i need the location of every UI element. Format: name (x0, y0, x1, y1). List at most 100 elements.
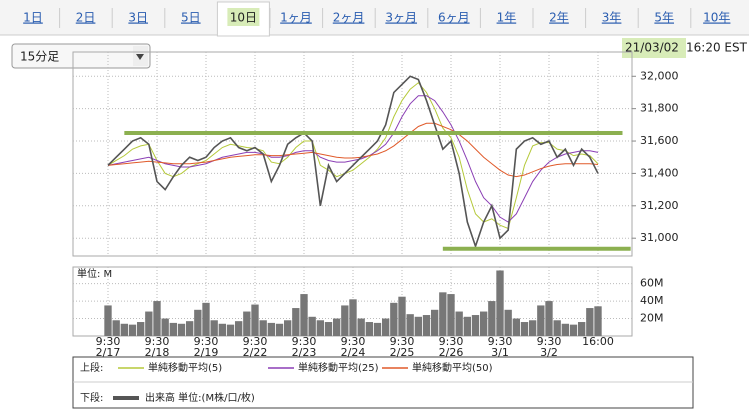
volume-bar (537, 305, 545, 336)
selected-tab-highlight (227, 8, 260, 26)
volume-bar (577, 322, 586, 336)
x-tick-label: 9:30 2/22 (243, 335, 268, 359)
volume-bar (390, 302, 398, 336)
x-tick-part: 9:30 (488, 335, 513, 348)
volume-bar (365, 322, 374, 336)
tab[interactable]: 2年 (549, 11, 569, 25)
tab[interactable]: 1年 (497, 11, 517, 25)
volume-bar (520, 322, 529, 336)
volume-bar (594, 306, 602, 336)
x-tick-label: 9:30 3/2 (537, 335, 562, 359)
volume-bar (210, 320, 218, 336)
date-highlight (622, 38, 686, 58)
volume-bar (439, 292, 447, 336)
tab[interactable]: 2ヶ月 (333, 11, 365, 25)
volume-bar (267, 322, 276, 336)
tab[interactable]: 1日 (23, 11, 43, 25)
tab[interactable]: 5日 (181, 11, 201, 25)
volume-tick-label: 20M (640, 312, 664, 325)
tab[interactable]: 3年 (602, 11, 622, 25)
volume-bar (120, 323, 129, 336)
volume-bar (185, 321, 194, 336)
x-tick-part: 9:30 (96, 335, 121, 348)
x-tick-label: 9:30 2/18 (145, 335, 170, 359)
volume-bar (422, 315, 431, 336)
x-tick-part: 2/22 (243, 346, 268, 359)
tab[interactable]: 3ヶ月 (385, 11, 417, 25)
volume-bar (512, 318, 521, 336)
volume-bar (128, 324, 137, 336)
volume-bar (479, 311, 488, 336)
legend-entry: 単純移動平均(25) (298, 361, 379, 374)
y-tick-label: 31,000 (640, 231, 679, 244)
tab-bar (0, 0, 749, 35)
dropdown[interactable] (11, 43, 151, 69)
legend-entry: 単純移動平均(50) (412, 361, 493, 374)
volume-bar (357, 318, 365, 336)
timestamp-time: 16:20 EST (686, 41, 748, 55)
x-tick-part: 2/18 (145, 346, 170, 359)
volume-bar (202, 302, 210, 336)
volume-bar (169, 322, 178, 336)
x-tick-part: 2/17 (96, 346, 121, 359)
x-tick-label: 9:30 2/19 (194, 335, 219, 359)
volume-bar (104, 305, 112, 336)
volume-bar (373, 322, 382, 336)
x-tick-part: 16:00 (582, 335, 614, 348)
x-tick-label: 9:30 3/1 (488, 335, 513, 359)
volume-bar (430, 309, 439, 336)
volume-bar (218, 323, 227, 336)
volume-bar (283, 320, 292, 336)
x-tick-label: 9:30 2/23 (292, 335, 317, 359)
tab[interactable]: 10日 (230, 11, 257, 25)
volume-bar (341, 305, 349, 336)
x-tick-part: 3/1 (491, 346, 509, 359)
volume-unit: 単位: M (77, 267, 112, 280)
tab[interactable]: 10年 (703, 11, 730, 25)
volume-bar (300, 294, 308, 336)
legend-lower: 下段: (80, 391, 103, 404)
tab[interactable]: 6ヶ月 (438, 11, 470, 25)
volume-bar (496, 270, 504, 336)
x-tick-part: 2/19 (194, 346, 219, 359)
y-tick-label: 31,600 (640, 134, 679, 147)
moving-average (107, 122, 599, 178)
volume-bar (488, 301, 496, 336)
volume-tick-label: 60M (640, 277, 664, 290)
y-tick-label: 32,000 (640, 69, 679, 82)
x-tick-part: 9:30 (439, 335, 464, 348)
moving-average (107, 82, 599, 230)
moving-average (107, 95, 599, 223)
y-tick-label: 31,400 (640, 166, 679, 179)
tab[interactable]: 3日 (128, 11, 148, 25)
tab[interactable]: 2日 (76, 11, 96, 25)
x-tick-label: 9:30 2/24 (341, 335, 366, 359)
dropdown-arrow (136, 54, 144, 60)
tab[interactable]: 5年 (654, 11, 674, 25)
volume-bar (569, 324, 578, 336)
volume-bar (145, 311, 153, 336)
volume-bar (586, 308, 594, 336)
x-tick-part: 9:30 (292, 335, 317, 348)
x-tick-part: 9:30 (243, 335, 268, 348)
volume-bar (251, 304, 259, 336)
volume-bar (553, 320, 561, 336)
x-tick-part: 9:30 (537, 335, 562, 348)
volume-bar (406, 314, 414, 336)
volume-bar (259, 320, 267, 336)
volume-bar (161, 318, 169, 336)
volume-bar (463, 316, 472, 336)
volume-bar (455, 311, 463, 336)
volume-bar (561, 323, 570, 336)
volume-bar (243, 311, 251, 336)
volume-bar (112, 320, 120, 336)
volume-bar (545, 301, 553, 336)
volume-bar (316, 320, 325, 336)
x-tick-part: 9:30 (390, 335, 415, 348)
volume-bar (234, 321, 243, 336)
volume-bar (528, 320, 537, 336)
tab[interactable]: 1ヶ月 (280, 11, 312, 25)
legend-entry: 単純移動平均(5) (148, 361, 222, 374)
